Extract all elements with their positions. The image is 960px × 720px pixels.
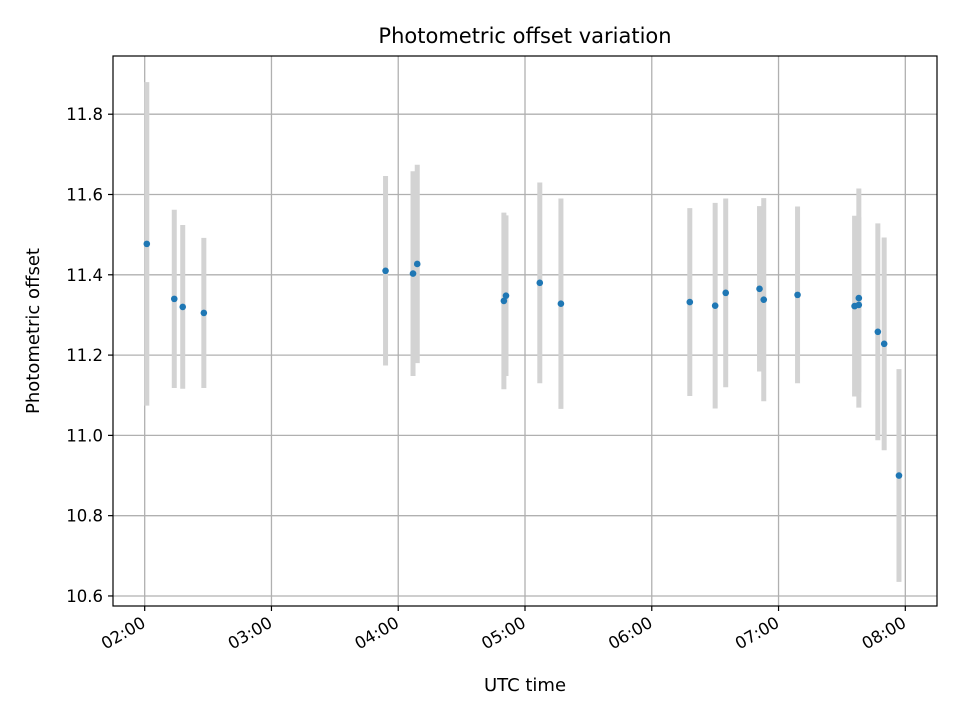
data-point — [179, 303, 187, 311]
y-tick-label: 10.8 — [66, 507, 103, 526]
data-point — [874, 328, 882, 336]
data-point — [880, 340, 888, 348]
data-point — [855, 294, 863, 302]
data-point — [409, 270, 417, 277]
chart-title: Photometric offset variation — [378, 24, 671, 48]
y-tick-label: 11.4 — [66, 266, 103, 285]
data-point — [557, 300, 565, 308]
y-tick-label: 11.6 — [66, 186, 103, 205]
data-point — [722, 289, 730, 297]
data-point — [502, 292, 510, 299]
data-point — [756, 285, 763, 293]
data-point — [170, 295, 178, 303]
y-tick-label: 11.0 — [66, 426, 103, 445]
data-point — [536, 279, 544, 287]
x-axis-label: UTC time — [484, 675, 566, 696]
data-points — [143, 240, 903, 479]
y-axis-label: Photometric offset — [23, 248, 44, 414]
data-point — [500, 297, 508, 305]
data-point — [711, 302, 719, 310]
data-point — [413, 260, 421, 268]
data-point — [855, 301, 863, 309]
y-tick-label: 11.8 — [66, 105, 103, 124]
y-tick-label: 11.2 — [66, 346, 103, 365]
data-point — [200, 309, 208, 317]
data-point — [760, 296, 768, 303]
y-axis: 10.6 10.8 11.0 11.2 11.4 11.6 11.8 — [66, 105, 113, 606]
grid — [113, 56, 937, 606]
data-point — [382, 267, 389, 275]
y-tick-label: 10.6 — [66, 587, 103, 606]
data-point — [794, 291, 801, 299]
data-point — [686, 298, 694, 306]
data-point — [895, 472, 903, 479]
data-point — [143, 240, 151, 248]
